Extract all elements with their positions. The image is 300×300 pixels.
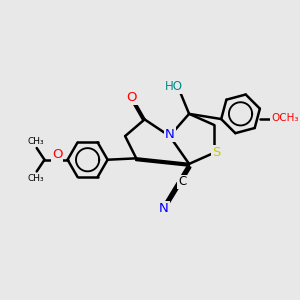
Text: C: C xyxy=(178,176,186,188)
Text: N: N xyxy=(159,202,169,215)
Text: S: S xyxy=(212,146,220,159)
Text: CH₃: CH₃ xyxy=(27,174,44,183)
Text: O: O xyxy=(52,148,62,161)
Text: N: N xyxy=(165,128,175,141)
Text: O: O xyxy=(126,91,136,104)
Text: OCH₃: OCH₃ xyxy=(271,113,299,124)
Text: HO: HO xyxy=(165,80,183,93)
Text: O: O xyxy=(278,114,286,124)
Text: CH₃: CH₃ xyxy=(27,136,44,146)
